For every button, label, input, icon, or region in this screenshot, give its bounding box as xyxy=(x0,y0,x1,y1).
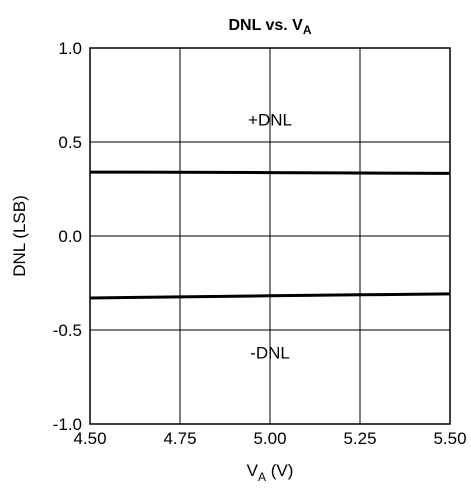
y-tick-label: -0.5 xyxy=(53,321,82,340)
chart-title-subscript: A xyxy=(303,23,312,37)
y-tick-labels: 1.0 0.5 0.0 -0.5 -1.0 xyxy=(53,39,82,434)
y-tick-label: 0.5 xyxy=(58,133,82,152)
plot-frame xyxy=(89,47,451,425)
annotations: +DNL -DNL xyxy=(248,110,292,362)
x-tick-label: 5.50 xyxy=(433,429,466,448)
gridlines xyxy=(89,47,451,425)
y-axis-title: DNL (LSB) xyxy=(10,195,29,277)
x-axis-title-subscript: A xyxy=(258,470,266,484)
x-tick-labels: 4.50 4.75 5.00 5.25 5.50 xyxy=(73,429,466,448)
x-axis-title: VA (V) xyxy=(247,461,294,484)
x-tick-label: 4.50 xyxy=(73,429,106,448)
series-line-minus-dnl xyxy=(89,292,451,300)
chart-title: DNL vs. VA xyxy=(228,17,311,37)
series-lines xyxy=(89,170,451,300)
y-tick-label: -1.0 xyxy=(53,415,82,434)
y-tick-label: 1.0 xyxy=(58,39,82,58)
x-axis-title-unit: (V) xyxy=(266,461,293,480)
x-tick-label: 4.75 xyxy=(163,429,196,448)
series-annotation: +DNL xyxy=(248,110,292,129)
y-tick-label: 0.0 xyxy=(58,227,82,246)
chart-title-main: DNL vs. V xyxy=(228,17,303,34)
x-tick-label: 5.25 xyxy=(343,429,376,448)
series-line-plus-dnl xyxy=(89,170,451,175)
x-tick-label: 5.00 xyxy=(253,429,286,448)
x-axis-title-main: V xyxy=(247,461,259,480)
series-annotation: -DNL xyxy=(250,344,290,363)
